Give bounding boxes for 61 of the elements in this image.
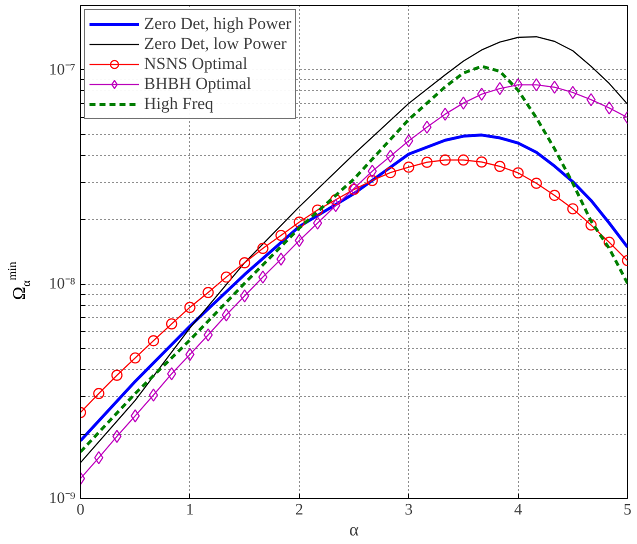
point (111, 370, 123, 381)
point (477, 88, 486, 101)
point (404, 134, 414, 148)
x-tick-label: 5 (624, 502, 632, 518)
point (494, 160, 506, 172)
point (512, 167, 524, 178)
point (94, 451, 104, 464)
x-axis-title: α (349, 520, 360, 540)
point (458, 154, 469, 166)
point (403, 162, 414, 173)
point (440, 108, 450, 121)
point (275, 230, 287, 242)
point (239, 257, 250, 268)
point (202, 286, 214, 298)
point (422, 120, 432, 134)
point (148, 388, 158, 402)
point (112, 430, 122, 443)
point (276, 252, 286, 266)
legend-label: BHBH Optimal (144, 74, 252, 94)
point (257, 242, 268, 254)
point (386, 150, 396, 163)
x-tick-label: 2 (295, 502, 304, 518)
point (532, 78, 541, 92)
point (586, 93, 596, 106)
x-tick-label: 3 (404, 502, 413, 518)
point (440, 154, 451, 166)
point (220, 271, 232, 283)
point (476, 156, 488, 168)
legend-label: Zero Det, low Power (144, 34, 287, 54)
point (368, 164, 377, 178)
legend-label: High Freq (144, 94, 214, 114)
point (384, 167, 396, 178)
point (294, 216, 305, 228)
point (604, 236, 615, 248)
point (514, 78, 523, 92)
y-tick-label: 10⁻⁹ (48, 490, 76, 507)
y-tick-label: 10⁻⁸ (48, 276, 76, 293)
legend-label: Zero Det, high Power (144, 14, 292, 34)
point (167, 367, 176, 380)
point (366, 174, 378, 186)
point (93, 388, 104, 400)
legend-label: NSNS Optimal (144, 54, 248, 74)
point (312, 204, 324, 216)
point (148, 335, 160, 346)
point (130, 352, 141, 364)
x-tick-label: 4 (514, 502, 522, 518)
y-tick-label: 10⁻⁷ (48, 61, 76, 78)
point (184, 302, 196, 313)
point (550, 80, 560, 94)
point (567, 203, 578, 214)
x-tick-label: 1 (186, 502, 194, 518)
point (166, 318, 178, 330)
point (585, 219, 597, 231)
point (548, 190, 560, 201)
point (568, 86, 578, 99)
point (530, 178, 542, 189)
point (130, 409, 140, 422)
point (421, 156, 433, 168)
point (330, 194, 342, 206)
x-tick-label: 0 (76, 502, 84, 518)
point (312, 216, 322, 230)
